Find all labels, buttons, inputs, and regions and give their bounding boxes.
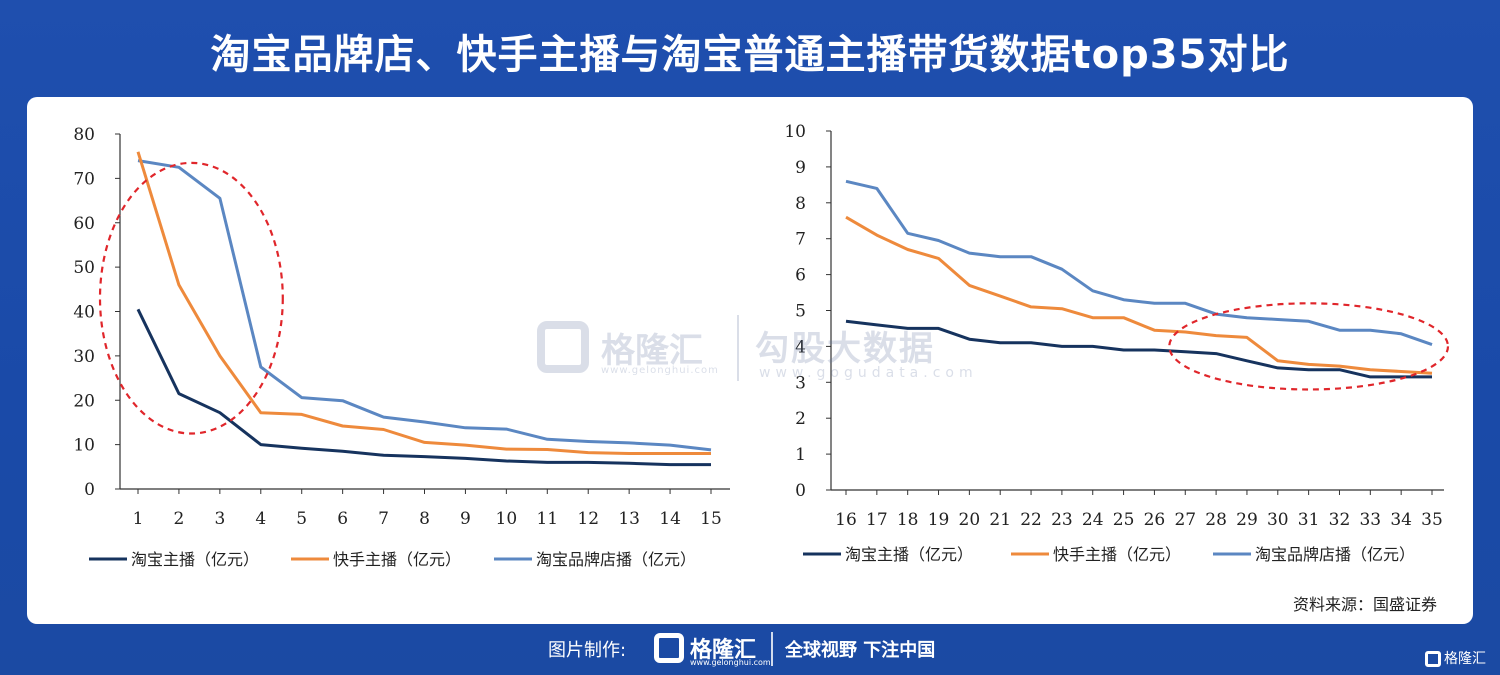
chart1-x-tick-label: 14 [659, 509, 681, 529]
chart2-y-tick-label: 3 [795, 373, 806, 393]
chart1-y-tick-label: 80 [73, 125, 95, 145]
chart1-y-tick-label: 60 [73, 214, 95, 234]
chart2-x-tick-label: 30 [1267, 510, 1289, 530]
chart2-y-tick-label: 0 [795, 481, 806, 501]
chart2-series-kuaishou [845, 215, 1433, 375]
chart2-x-tick-label: 17 [866, 510, 888, 530]
chart1-x-tick-label: 3 [214, 509, 225, 529]
chart1-x-tick-label: 5 [296, 509, 307, 529]
chart2-x-tick-label: 28 [1205, 510, 1227, 530]
chart2-legend-label-kuaishou: 快手主播（亿元） [1053, 545, 1181, 564]
chart1-x-tick-label: 11 [536, 509, 558, 529]
chart2-legend-label-brand-store: 淘宝品牌店播（亿元） [1255, 545, 1415, 564]
chart1-y-tick-label: 40 [73, 303, 95, 323]
chart1-y-tick-label: 30 [73, 347, 95, 367]
chart2-x-tick-label: 25 [1113, 510, 1135, 530]
chart1-y-tick-label: 0 [84, 480, 95, 500]
chart1-x-tick-label: 1 [133, 509, 144, 529]
chart2-x-tick-label: 31 [1298, 510, 1320, 530]
chart1-series-taobao [136, 308, 711, 467]
chart2-x-tick-label: 20 [959, 510, 981, 530]
chart1-series-kuaishou [136, 151, 711, 455]
footer-brand-url: www.gelonghui.com [690, 658, 771, 667]
chart2-x-tick-label: 33 [1359, 510, 1381, 530]
chart2-y-tick-label: 4 [795, 337, 806, 357]
chart-card: 0 10 20 30 40 50 60 70 80 1 2 3 4 5 6 7 8 9 10 11 12 13 14 15 淘宝… [27, 97, 1473, 624]
chart2-y-tick-label: 7 [795, 230, 806, 250]
chart1-y-tick-label: 50 [73, 258, 95, 278]
chart1-legend-label-brand-store: 淘宝品牌店播（亿元） [536, 550, 696, 569]
chart2-x-tick-label: 21 [989, 510, 1011, 530]
chart2-y-tick-label: 8 [795, 194, 806, 214]
chart1-y-tick-label: 70 [73, 169, 95, 189]
chart1-x-tick-label: 2 [174, 509, 185, 529]
chart1-x-tick-label: 6 [337, 509, 348, 529]
chart2-series-taobao [845, 319, 1432, 379]
chart2-y-tick-label: 10 [784, 122, 806, 142]
footer-divider [771, 632, 773, 666]
chart2-y-tick-label: 5 [795, 302, 806, 322]
chart2-x-tick-label: 32 [1329, 510, 1351, 530]
chart2-x-tick-label: 29 [1236, 510, 1258, 530]
footer-slogan: 全球视野 下注中国 [785, 640, 936, 661]
page-title: 淘宝品牌店、快手主播与淘宝普通主播带货数据top35对比 [210, 32, 1290, 78]
chart2-x-tick-label: 35 [1421, 510, 1443, 530]
footer: 图片制作: 格隆汇 www.gelonghui.com 全球视野 下注中国 [0, 630, 1500, 670]
footer-brand: 格隆汇 [690, 638, 757, 663]
chart2-x-tick-label: 27 [1174, 510, 1196, 530]
chart1-x-tick-label: 8 [419, 509, 430, 529]
corner-logo-icon [1425, 651, 1441, 667]
chart1-x-tick-label: 9 [460, 509, 471, 529]
chart1-x-tick-label: 12 [577, 509, 599, 529]
chart1-x-tick-label: 15 [700, 509, 722, 529]
chart1-x-tick-label: 4 [255, 509, 266, 529]
chart1-series-brand-store [137, 159, 712, 452]
chart1-y-tick-label: 10 [73, 436, 95, 456]
footer-logo-icon [654, 633, 684, 663]
chart2-x-tick-label: 22 [1020, 510, 1042, 530]
chart2-x-tick-label: 26 [1144, 510, 1166, 530]
corner-brand: 格隆汇 [1444, 651, 1486, 667]
corner-logo: 格隆汇 [1425, 648, 1486, 668]
source-note: 资料来源：国盛证券 [1292, 595, 1437, 614]
chart1-highlight-ellipse [98, 161, 284, 435]
chart1-y-tick-label: 20 [73, 391, 95, 411]
footer-made-by: 图片制作: [548, 640, 627, 661]
chart2-y-tick-label: 2 [795, 409, 806, 429]
chart1-legend-label-kuaishou: 快手主播（亿元） [333, 550, 461, 569]
chart1-x-tick-label: 10 [496, 509, 518, 529]
chart2-x-tick-label: 16 [835, 510, 857, 530]
chart2-x-tick-label: 34 [1390, 510, 1412, 530]
chart2-x-tick-label: 24 [1082, 510, 1104, 530]
chart1-x-tick-label: 13 [618, 509, 640, 529]
chart1-legend-label-taobao: 淘宝主播（亿元） [131, 550, 259, 569]
chart2-x-tick-label: 19 [928, 510, 950, 530]
chart2-y-tick-label: 9 [795, 158, 806, 178]
chart2-x-tick-label: 18 [897, 510, 919, 530]
chart2-y-tick-label: 6 [795, 266, 806, 286]
chart1-x-tick-label: 7 [378, 509, 389, 529]
chart2-highlight-ellipse [1168, 302, 1450, 391]
chart2-series-brand-store [845, 179, 1433, 347]
chart2-y-tick-label: 1 [795, 445, 806, 465]
chart2-legend-label-taobao: 淘宝主播（亿元） [845, 545, 973, 564]
chart2-x-tick-label: 23 [1051, 510, 1073, 530]
